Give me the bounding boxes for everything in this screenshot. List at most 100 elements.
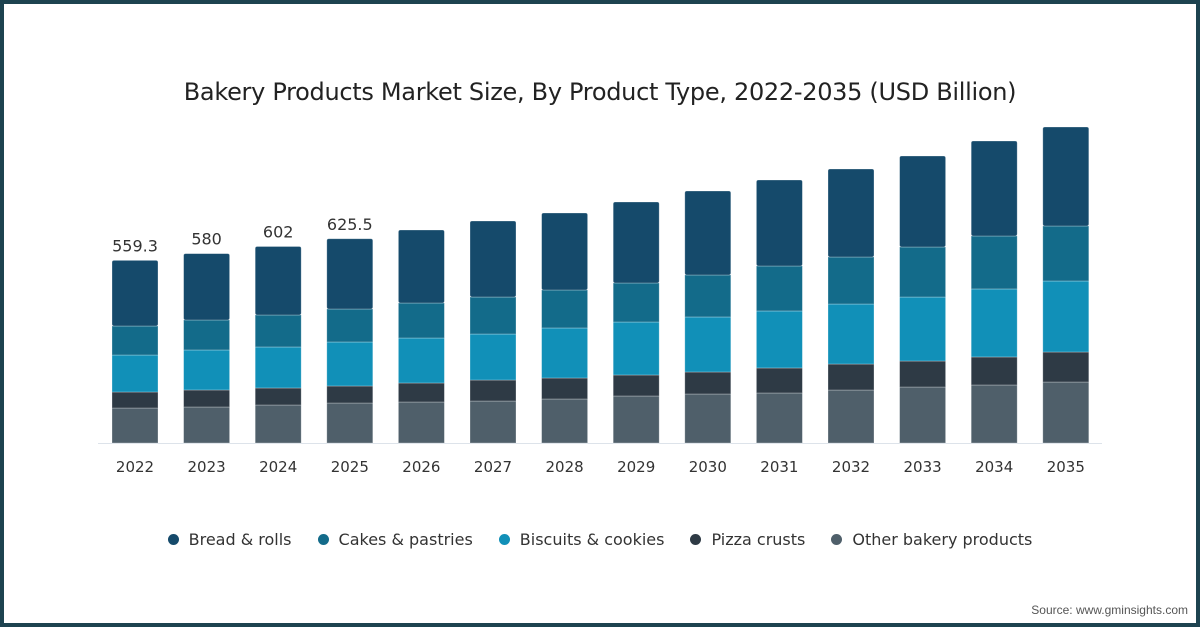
bar-segment-pizza-crusts-2025: [326, 385, 374, 404]
bar-segment-other-bakery-products-2028: [541, 398, 588, 444]
bar-segment-biscuits-cookies-2027: [469, 333, 517, 381]
bar-segment-cakes-pastries-2023: [183, 319, 231, 351]
legend-label: Cakes & pastries: [338, 530, 473, 549]
data-label-2023: 580: [191, 230, 222, 249]
bar-segment-cakes-pastries-2022: [111, 325, 159, 356]
bar-segment-bread-rolls-2029: [612, 201, 660, 284]
legend-dot-icon: [690, 534, 702, 545]
legend-label: Other bakery products: [852, 530, 1033, 549]
bar-segment-pizza-crusts-2035: [1042, 351, 1090, 383]
legend-dot-icon: [317, 534, 329, 545]
x-tick-label-2035: 2035: [1047, 458, 1085, 476]
bar-segment-bread-rolls-2031: [756, 179, 803, 267]
bar-segment-pizza-crusts-2024: [254, 387, 302, 406]
bar-segment-bread-rolls-2022: [111, 259, 159, 327]
bar-segment-other-bakery-products-2032: [827, 389, 875, 444]
bar-segment-pizza-crusts-2027: [469, 379, 517, 402]
bar-segment-cakes-pastries-2024: [254, 314, 302, 348]
bar-segment-pizza-crusts-2029: [612, 374, 660, 397]
legend-item-bread-rolls[interactable]: Bread & rolls: [167, 530, 292, 549]
bar-segment-other-bakery-products-2024: [254, 404, 302, 444]
x-tick-label-2024: 2024: [259, 458, 297, 476]
legend-item-biscuits-cookies[interactable]: Biscuits & cookies: [498, 530, 664, 549]
bar-segment-biscuits-cookies-2035: [1042, 280, 1090, 353]
bar-segment-bread-rolls-2033: [899, 155, 946, 248]
bar-segment-other-bakery-products-2035: [1042, 381, 1090, 444]
bar-segment-bread-rolls-2032: [827, 168, 875, 258]
bar-segment-other-bakery-products-2026: [397, 401, 445, 444]
bar-segment-cakes-pastries-2027: [469, 296, 517, 335]
bar-segment-bread-rolls-2034: [970, 140, 1018, 237]
legend-dot-icon: [831, 534, 843, 545]
bar-segment-biscuits-cookies-2034: [970, 288, 1018, 358]
legend-label: Bread & rolls: [188, 530, 292, 549]
bar-segment-biscuits-cookies-2031: [756, 310, 803, 369]
bar-segment-cakes-pastries-2025: [326, 308, 374, 343]
bar-segment-bread-rolls-2035: [1042, 126, 1090, 227]
bar-segment-bread-rolls-2024: [254, 246, 302, 316]
x-tick-label-2031: 2031: [760, 458, 798, 476]
bar-segment-bread-rolls-2026: [397, 229, 445, 304]
bar-segment-pizza-crusts-2028: [541, 377, 588, 400]
bar-segment-biscuits-cookies-2028: [541, 327, 588, 379]
x-tick-label-2028: 2028: [546, 458, 584, 476]
chart-legend: Bread & rolls Cakes & pastries Biscuits & …: [4, 530, 1196, 549]
bar-segment-bread-rolls-2030: [684, 190, 732, 276]
x-tick-label-2022: 2022: [116, 458, 154, 476]
x-tick-label-2033: 2033: [904, 458, 942, 476]
legend-item-cakes-pastries[interactable]: Cakes & pastries: [317, 530, 473, 549]
bar-segment-other-bakery-products-2027: [469, 400, 517, 444]
bar-segment-bread-rolls-2028: [541, 212, 588, 291]
chart-title: Bakery Products Market Size, By Product …: [183, 78, 1017, 106]
bar-segment-biscuits-cookies-2033: [899, 296, 946, 362]
x-tick-label-2030: 2030: [689, 458, 727, 476]
legend-dot-icon: [498, 534, 510, 545]
data-label-2025: 625.5: [327, 215, 373, 234]
bar-segment-other-bakery-products-2031: [756, 392, 803, 444]
data-label-2022: 559.3: [112, 236, 158, 255]
bar-segment-cakes-pastries-2030: [684, 274, 732, 318]
bar-segment-pizza-crusts-2033: [899, 360, 946, 388]
bar-segment-biscuits-cookies-2030: [684, 316, 732, 373]
bar-segment-other-bakery-products-2022: [111, 407, 159, 444]
data-label-2024: 602: [263, 222, 294, 241]
bar-segment-other-bakery-products-2033: [899, 386, 946, 444]
bar-segment-pizza-crusts-2023: [183, 389, 231, 408]
bar-segment-cakes-pastries-2034: [970, 235, 1018, 290]
legend-item-other-bakery-products[interactable]: Other bakery products: [831, 530, 1032, 549]
bar-segment-biscuits-cookies-2025: [326, 341, 374, 387]
bar-segment-cakes-pastries-2033: [899, 246, 946, 298]
bar-segment-other-bakery-products-2029: [612, 395, 660, 444]
source-note: Source: www.gminsights.com: [1031, 603, 1188, 617]
bar-segment-pizza-crusts-2034: [970, 356, 1018, 386]
bar-segment-biscuits-cookies-2026: [397, 337, 445, 384]
bar-segment-pizza-crusts-2022: [111, 391, 159, 409]
x-tick-label-2026: 2026: [402, 458, 440, 476]
bar-segment-cakes-pastries-2032: [827, 256, 875, 305]
bar-segment-other-bakery-products-2030: [684, 393, 732, 444]
bar-segment-pizza-crusts-2026: [397, 382, 445, 403]
bar-segment-pizza-crusts-2032: [827, 363, 875, 391]
legend-item-pizza-crusts[interactable]: Pizza crusts: [690, 530, 805, 549]
x-tick-label-2027: 2027: [474, 458, 512, 476]
bar-segment-biscuits-cookies-2023: [183, 349, 231, 391]
bar-segment-bread-rolls-2023: [183, 253, 231, 321]
bar-segment-bread-rolls-2027: [469, 220, 517, 298]
bar-segment-other-bakery-products-2034: [970, 384, 1018, 444]
bar-segment-pizza-crusts-2031: [756, 367, 803, 394]
x-tick-label-2025: 2025: [331, 458, 369, 476]
bar-segment-biscuits-cookies-2024: [254, 346, 302, 389]
x-tick-label-2034: 2034: [975, 458, 1013, 476]
bar-segment-pizza-crusts-2030: [684, 371, 732, 395]
bar-segment-other-bakery-products-2025: [326, 402, 374, 444]
bar-segment-bread-rolls-2025: [326, 238, 374, 310]
bar-segment-cakes-pastries-2029: [612, 282, 660, 323]
bar-segment-cakes-pastries-2035: [1042, 225, 1090, 282]
x-tick-label-2032: 2032: [832, 458, 870, 476]
legend-label: Pizza crusts: [711, 530, 806, 549]
bar-segment-cakes-pastries-2031: [756, 265, 803, 312]
bar-segment-biscuits-cookies-2029: [612, 321, 660, 376]
x-tick-label-2023: 2023: [188, 458, 226, 476]
